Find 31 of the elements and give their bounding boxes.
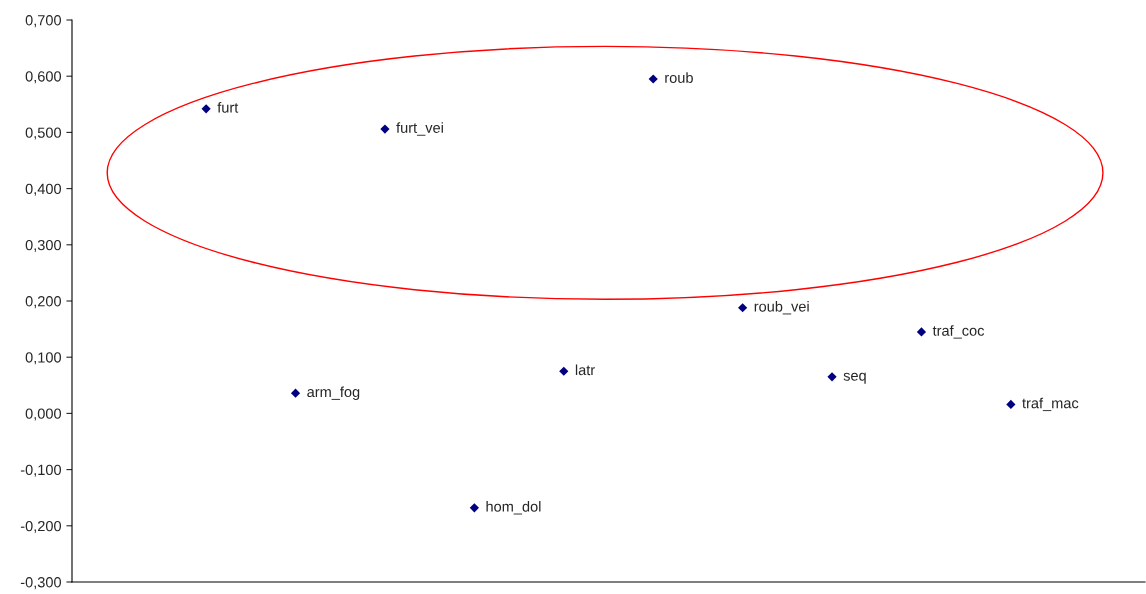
y-tick-label: -0,300 xyxy=(20,577,62,590)
y-tick-label: 0,400 xyxy=(25,183,62,196)
y-tick-label: 0,200 xyxy=(25,296,62,309)
data-label: hom_dol xyxy=(486,501,541,515)
point xyxy=(469,503,479,513)
data-label: roub_vei xyxy=(754,300,809,315)
y-tick-label: -0,100 xyxy=(20,464,62,477)
data-label: furt xyxy=(217,102,239,113)
y-tick-label: 0,500 xyxy=(25,127,62,140)
y-tick-label: 0,000 xyxy=(25,408,62,421)
data-label: latr xyxy=(575,364,595,376)
y-tick-label: 0,600 xyxy=(25,71,62,84)
y-tick-label: -0,200 xyxy=(20,520,62,533)
data-label: roub xyxy=(665,72,693,83)
data-label: traf_coc xyxy=(932,325,985,339)
point xyxy=(201,104,211,114)
point xyxy=(380,124,390,134)
data-label: traf_mac xyxy=(1022,397,1079,412)
point xyxy=(916,327,927,337)
y-tick-label: 0,100 xyxy=(25,352,62,365)
data-label: arm_fog xyxy=(307,386,360,400)
y-tick-label: 0,700 xyxy=(25,15,62,28)
data-label: furt_vei xyxy=(396,122,443,136)
data-label: seq xyxy=(843,372,866,384)
point xyxy=(559,366,569,376)
y-tick-label: 0,300 xyxy=(25,239,62,252)
point xyxy=(290,388,301,398)
point xyxy=(1006,399,1016,410)
point xyxy=(648,74,658,84)
point xyxy=(827,372,837,382)
point xyxy=(738,303,748,313)
